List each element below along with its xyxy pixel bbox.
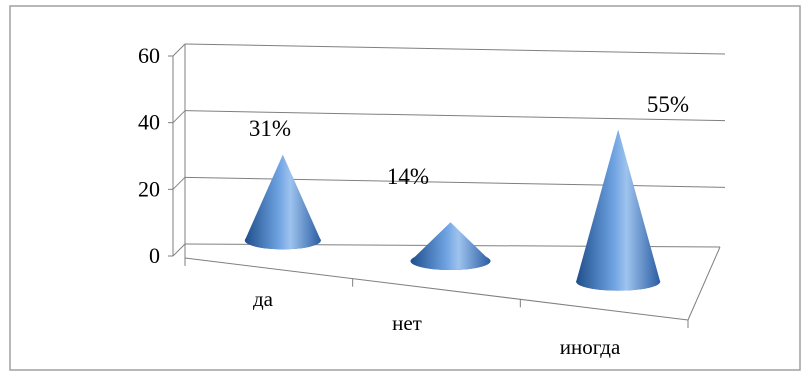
cone-body (576, 129, 661, 291)
x-axis (184, 257, 689, 321)
category-label: иногда (560, 335, 621, 359)
y-axis-ticks: 0 20 40 60 (138, 43, 173, 268)
cones (244, 129, 661, 291)
cone-body (410, 222, 491, 270)
data-label: 31% (249, 116, 291, 141)
y-tick-label: 0 (149, 243, 160, 268)
data-label: 14% (387, 164, 429, 189)
data-labels: 31% 14% 55% (249, 92, 689, 189)
gridline-side (172, 176, 186, 190)
chart-border (9, 5, 801, 371)
cone-2 (410, 222, 491, 270)
y-tick-label: 60 (138, 43, 160, 68)
category-label: нет (392, 311, 422, 335)
cone-body (244, 154, 321, 250)
gridline-side (172, 110, 186, 124)
cone-1 (244, 154, 321, 250)
category-labels: да нет иногда (253, 287, 621, 359)
floor-right-edge (687, 246, 721, 321)
category-label: да (253, 287, 274, 311)
gridline-side (172, 43, 186, 57)
gridline-side (172, 243, 186, 257)
gridline (184, 110, 726, 122)
cone-3 (576, 129, 661, 291)
y-tick-label: 20 (138, 176, 160, 201)
data-label: 55% (647, 92, 689, 117)
y-tick-label: 40 (138, 110, 160, 135)
gridline (184, 43, 726, 55)
gridline (184, 176, 726, 188)
